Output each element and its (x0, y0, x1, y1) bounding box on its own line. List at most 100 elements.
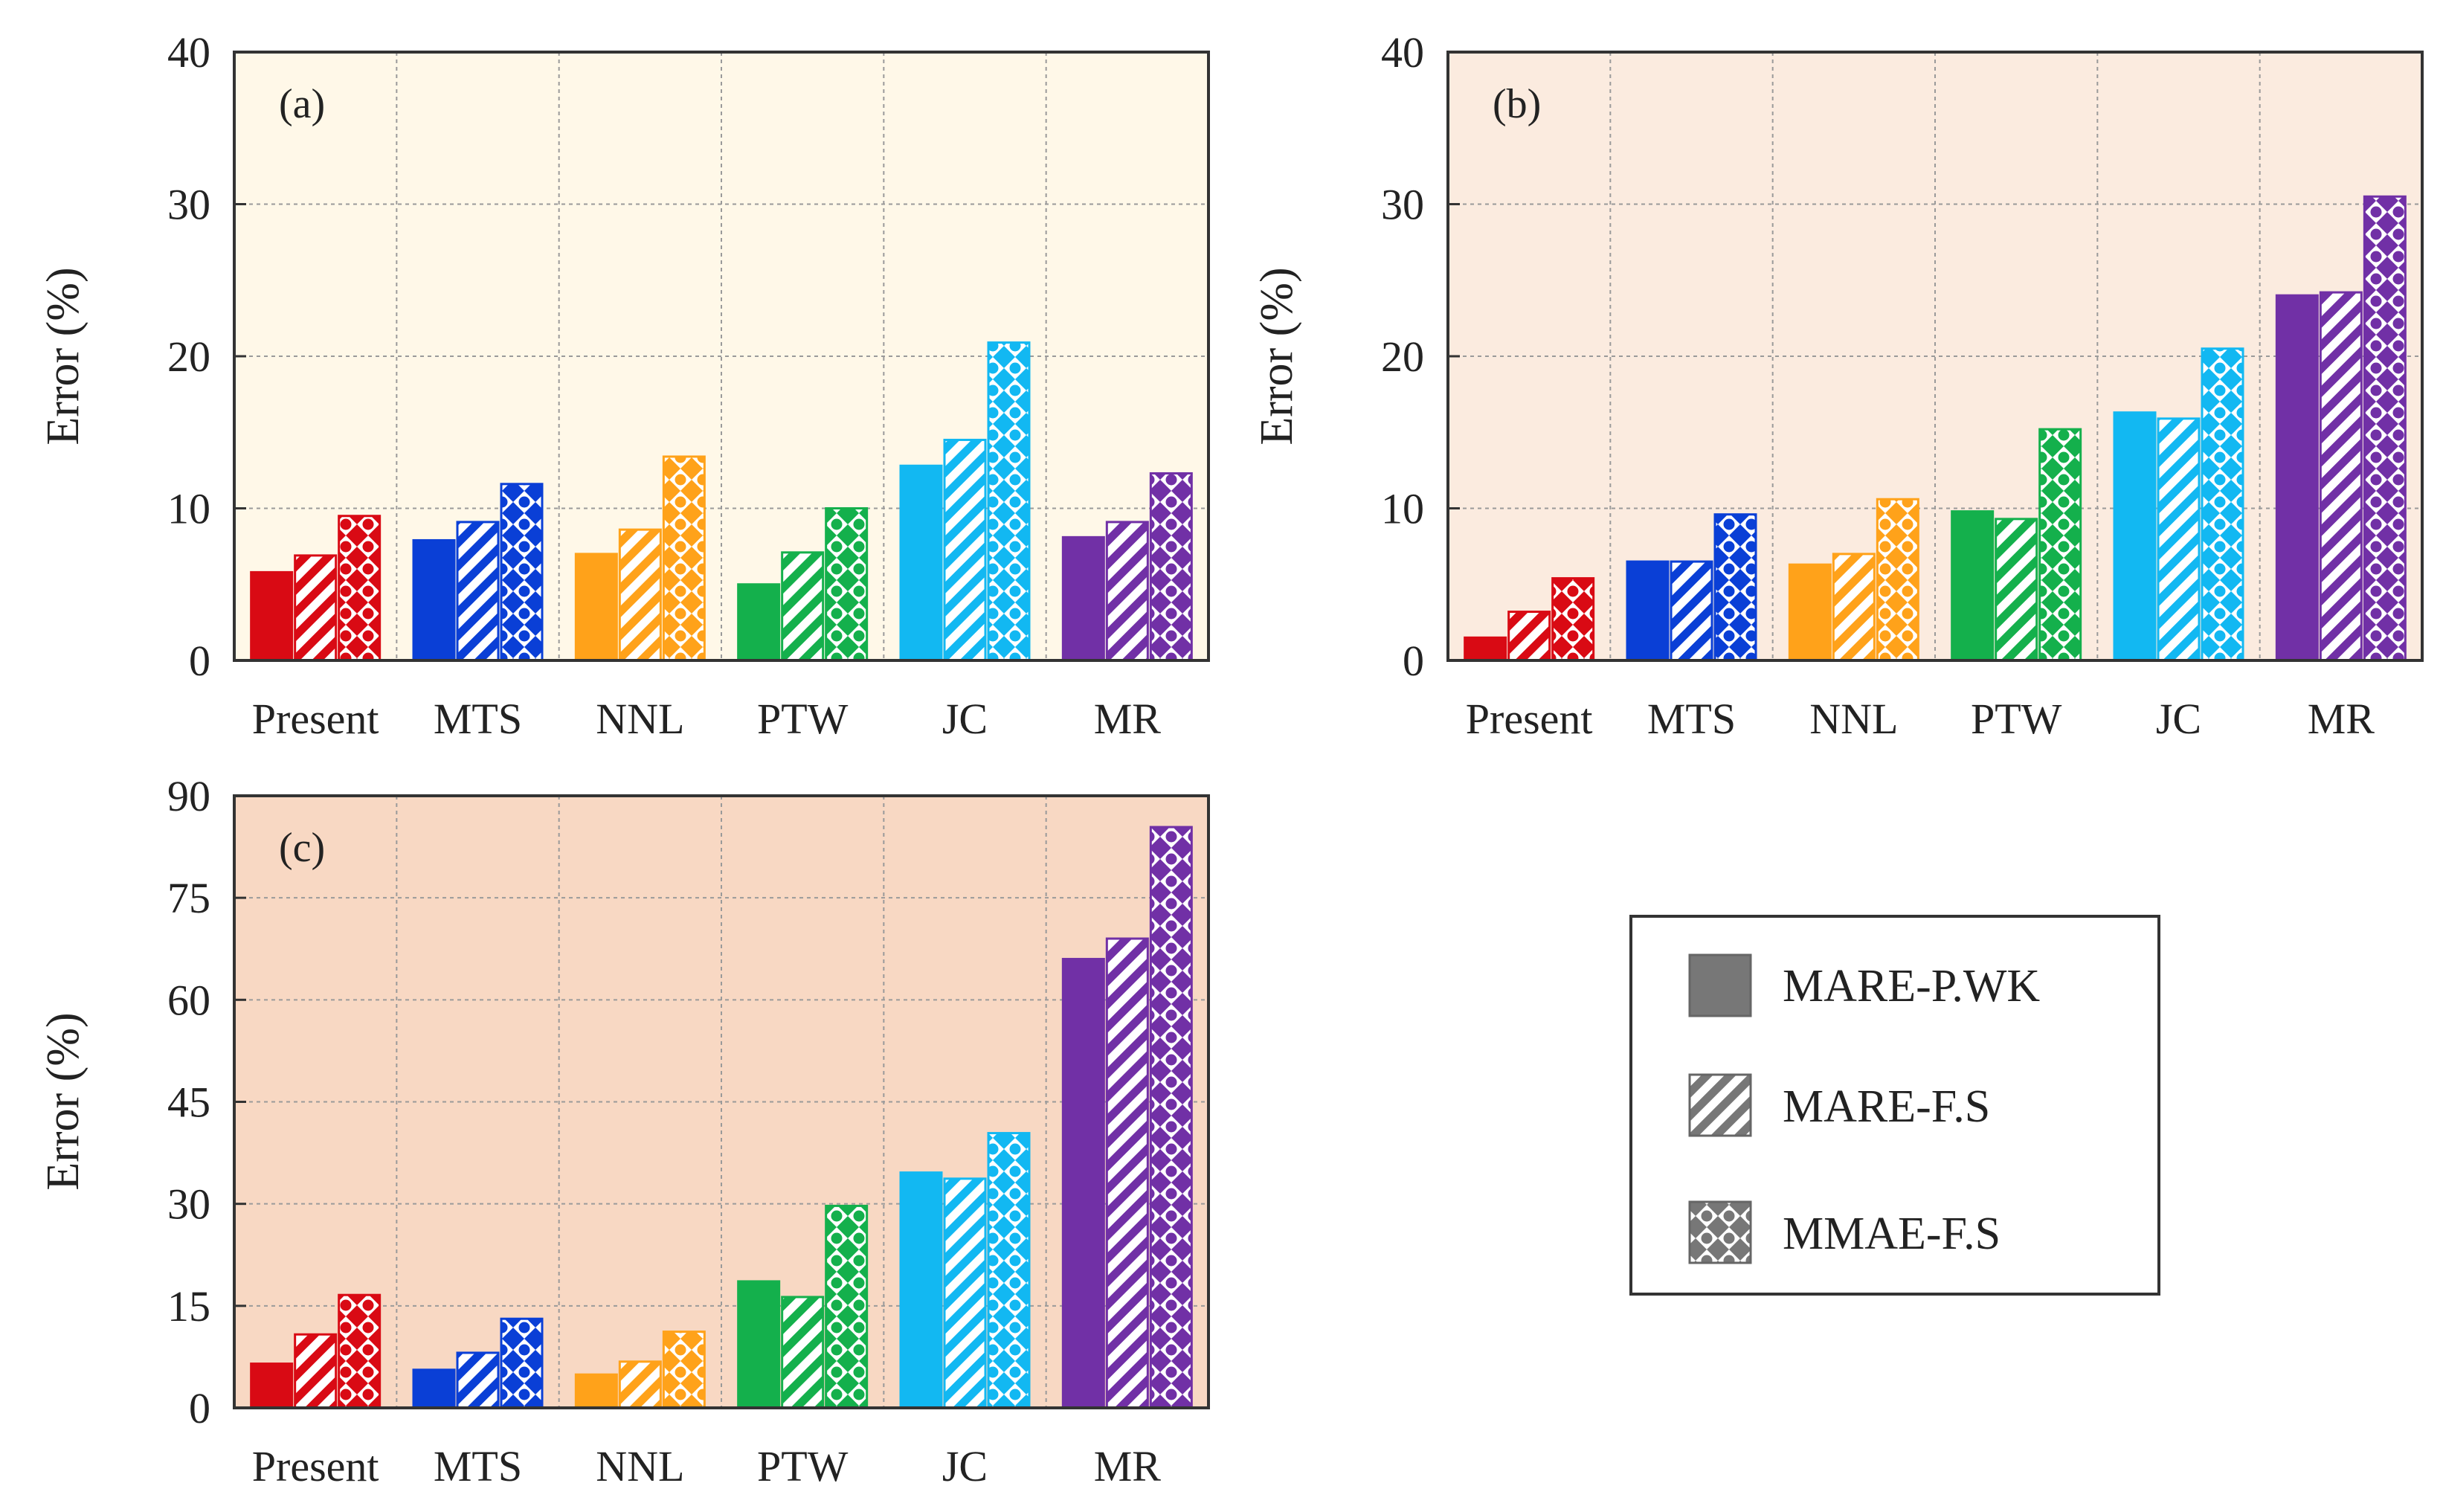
bar-jc-mmae-f-s (987, 341, 1031, 662)
x-category-label: MR (1094, 695, 1162, 743)
y-tick-label: 30 (167, 1180, 210, 1229)
panel-c-label: (c) (279, 825, 325, 871)
bar-mr-mmae-f-s (1149, 826, 1193, 1409)
bar-mts-mmae-f-s (500, 1317, 544, 1409)
legend-swatch-mare-p-wk (1688, 953, 1752, 1017)
y-tick-label: 75 (167, 874, 210, 922)
bar-jc-mare-p-wk (899, 1171, 943, 1409)
x-category-label: PTW (1971, 695, 2062, 743)
bar-present-mmae-f-s (338, 515, 382, 662)
bar-jc-mare-f-s (943, 1177, 987, 1409)
bar-present-mmae-f-s (1551, 577, 1595, 662)
x-category-label: MR (1094, 1442, 1162, 1490)
y-tick-label: 20 (167, 332, 210, 381)
y-tick-label: 0 (189, 1384, 210, 1432)
y-tick-label: 10 (167, 485, 210, 533)
bar-ptw-mare-f-s (781, 1296, 825, 1409)
bar-jc-mare-p-wk (899, 464, 943, 662)
bar-mts-mare-f-s (456, 1351, 500, 1409)
bar-ptw-mare-p-wk (1951, 510, 1995, 662)
panel-a-bars (250, 341, 1193, 662)
bar-jc-mmae-f-s (2201, 347, 2244, 662)
bar-present-mare-f-s (1507, 611, 1551, 662)
y-tick-label: 45 (167, 1078, 210, 1127)
bar-present-mare-f-s (294, 554, 338, 662)
bar-mr-mmae-f-s (2363, 195, 2407, 662)
x-category-label: MTS (1647, 695, 1736, 743)
bar-mts-mare-p-wk (412, 1368, 456, 1409)
x-category-label: PTW (757, 695, 849, 743)
x-category-label: JC (942, 1442, 988, 1490)
x-category-label: NNL (1809, 695, 1898, 743)
panel-a-label: (a) (279, 81, 325, 127)
x-category-label: MR (2308, 695, 2375, 743)
panel-b-bars (1464, 195, 2407, 662)
bar-ptw-mare-f-s (1995, 518, 2038, 662)
bar-mr-mare-p-wk (2275, 294, 2319, 662)
bar-mts-mare-p-wk (412, 538, 456, 662)
y-tick-label: 10 (1381, 485, 1424, 533)
panel-a-grid (234, 52, 1208, 660)
y-tick-label: 20 (1381, 332, 1424, 381)
bar-nnl-mare-f-s (618, 528, 662, 662)
bar-ptw-mare-f-s (781, 551, 825, 662)
bar-mts-mmae-f-s (500, 483, 544, 662)
x-category-label: JC (2156, 695, 2201, 743)
panel-b-x-categories: Present MTS NNL PTW JC MR (1466, 695, 2375, 743)
bar-jc-mare-p-wk (2113, 411, 2157, 662)
bar-mts-mare-f-s (456, 521, 500, 662)
legend-label-mmae-f-s: MMAE-F.S (1783, 1209, 2001, 1259)
bar-nnl-mare-p-wk (574, 553, 618, 662)
panel-c-x-categories: Present MTS NNL PTW JC MR (252, 1442, 1161, 1490)
bar-nnl-mmae-f-s (662, 455, 706, 662)
x-category-label: Present (252, 1442, 379, 1490)
bar-mr-mare-f-s (1105, 521, 1149, 662)
x-category-label: MTS (434, 695, 522, 743)
bar-mr-mare-p-wk (1061, 957, 1105, 1409)
x-category-label: Present (1466, 695, 1593, 743)
y-tick-label: 90 (167, 772, 210, 820)
bar-mr-mare-f-s (1105, 937, 1149, 1409)
legend-swatch-mare-f-s (1688, 1073, 1752, 1137)
bar-present-mare-p-wk (1464, 636, 1507, 662)
x-category-label: Present (252, 695, 379, 743)
bar-nnl-mmae-f-s (662, 1331, 706, 1409)
legend-label-mare-f-s: MARE-F.S (1783, 1081, 1990, 1132)
x-category-label: NNL (596, 695, 684, 743)
legend: MARE-P.WK MARE-F.S MMAE-F.S (1629, 915, 2160, 1296)
bar-present-mmae-f-s (338, 1293, 382, 1409)
bar-jc-mare-f-s (2157, 417, 2201, 662)
bar-ptw-mmae-f-s (825, 1204, 869, 1409)
y-tick-label: 0 (1403, 637, 1424, 685)
panel-b: 0 10 20 30 40 Present MTS NNL PTW JC MR Error (%)… (1252, 28, 2424, 743)
bar-nnl-mare-p-wk (574, 1373, 618, 1409)
bar-present-mare-p-wk (250, 570, 294, 662)
panel-c-bars (250, 826, 1193, 1409)
legend-swatch-mmae-f-s (1688, 1200, 1752, 1264)
panel-b-y-ticks: 0 10 20 30 40 (1381, 28, 1460, 685)
bar-mr-mmae-f-s (1149, 472, 1193, 662)
bar-nnl-mare-p-wk (1788, 563, 1832, 662)
x-category-label: MTS (434, 1442, 522, 1490)
bar-jc-mmae-f-s (987, 1132, 1031, 1409)
bar-present-mare-f-s (294, 1333, 338, 1409)
bar-mr-mare-f-s (2319, 291, 2363, 662)
panel-c-y-axis-title: Error (%) (38, 1012, 88, 1190)
bar-mts-mare-p-wk (1626, 560, 1670, 662)
y-tick-label: 40 (1381, 28, 1424, 77)
bar-ptw-mare-p-wk (737, 1280, 781, 1409)
bar-nnl-mmae-f-s (1876, 498, 1919, 662)
bar-ptw-mare-p-wk (737, 583, 781, 662)
y-tick-label: 60 (167, 976, 210, 1024)
panel-a-x-categories: Present MTS NNL PTW JC MR (252, 695, 1161, 743)
panel-b-grid (1448, 52, 2422, 660)
bar-nnl-mare-f-s (1832, 553, 1876, 662)
legend-label-mare-p-wk: MARE-P.WK (1783, 961, 2040, 1011)
panel-a-y-ticks: 0 10 20 30 40 (167, 28, 246, 685)
panel-b-y-axis-title: Error (%) (1252, 267, 1302, 445)
panel-a-y-axis-title: Error (%) (38, 267, 88, 445)
x-category-label: JC (942, 695, 988, 743)
panel-b-label: (b) (1493, 81, 1541, 127)
bar-ptw-mmae-f-s (825, 507, 869, 662)
bar-mts-mmae-f-s (1713, 513, 1757, 662)
